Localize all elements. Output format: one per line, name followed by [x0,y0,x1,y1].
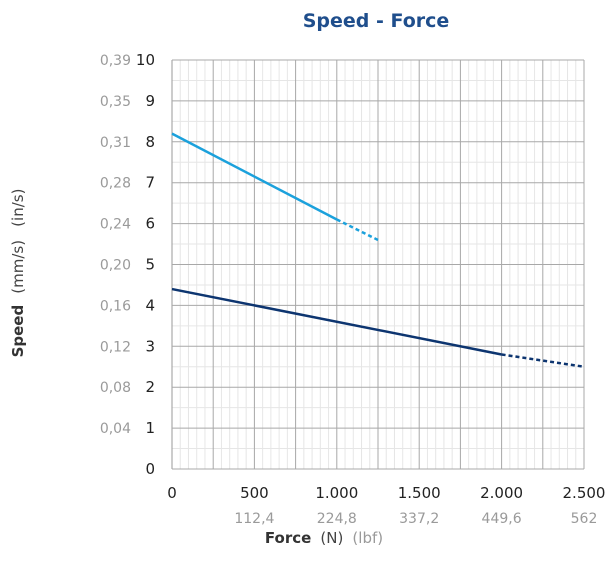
y-tick-label: 9 [145,92,155,110]
y-tick-secondary-label: 0,31 [100,135,131,151]
y-tick-label: 1 [145,419,155,437]
y-tick-secondary-label: 0,20 [100,258,131,274]
x-tick-label: 1.500 [398,484,441,502]
y-axis-label: Speed (mm/s) (in/s) [8,189,27,358]
series-1-line [171,132,338,221]
y-tick-label: 2 [145,378,155,396]
y-tick-label: 4 [145,296,155,314]
y-tick-secondary-label: 0,08 [100,380,131,396]
x-axis-label-secondary-unit: (lbf) [352,529,383,547]
chart-title: Speed - Force [303,10,450,32]
x-tick-secondary-label: 112,4 [234,511,274,527]
y-tick-label: 8 [145,133,155,151]
x-tick-label: 0 [167,484,177,502]
y-axis-label-unit: (mm/s) [9,240,27,294]
series-2-line [171,287,502,356]
x-tick-label: 2.500 [563,484,606,502]
y-tick-secondary-label: 0,39 [100,53,131,69]
y-tick-label: 10 [136,51,155,69]
y-tick-label: 6 [145,215,155,233]
x-axis-ticks: 0 500 112,4 1.000 224,8 1.500 337,2 2.000 449,6 2… [167,484,605,527]
x-tick-secondary-label: 337,2 [399,511,439,527]
x-tick-secondary-label: 224,8 [317,511,357,527]
x-axis-label-main: Force [265,529,311,547]
x-tick-secondary-label: 449,6 [482,511,522,527]
x-tick-label: 1.000 [315,484,358,502]
x-tick-label: 2.000 [480,484,523,502]
y-tick-label: 3 [145,337,155,355]
x-axis-label-unit: (N) [320,529,343,547]
series-layer [171,132,585,368]
x-axis-label: Force (N) (lbf) [265,528,383,547]
y-tick-secondary-label: 0,04 [100,421,131,437]
x-tick-label: 500 [240,484,269,502]
major-grid [171,59,585,470]
y-axis-label-main: Speed [9,305,27,358]
y-tick-secondary-label: 0,16 [100,298,131,314]
y-tick-label: 7 [145,174,155,192]
y-tick-secondary-label: 0,35 [100,94,131,110]
series-1-extrapolated-line [336,218,379,242]
y-axis-ticks: 0 1 0,04 2 0,08 3 0,12 4 0,16 5 0,20 6 0,24 7 0,28 8 0,3… [100,51,155,478]
y-tick-secondary-label: 0,12 [100,339,131,355]
y-tick-label: 5 [145,256,155,274]
y-tick-secondary-label: 0,24 [100,217,131,233]
y-axis-label-secondary-unit: (in/s) [9,189,27,227]
y-tick-label: 0 [145,460,155,478]
y-tick-secondary-label: 0,28 [100,176,131,192]
x-tick-secondary-label: 562 [571,511,598,527]
